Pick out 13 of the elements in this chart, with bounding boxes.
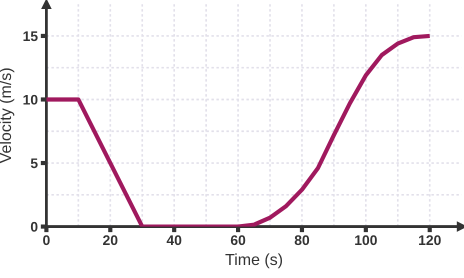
x-axis-title: Time (s): [225, 253, 282, 268]
y-tick-label: 10: [23, 94, 38, 105]
y-tick-label: 0: [30, 222, 38, 232]
x-tick-label: 40: [166, 235, 182, 246]
x-tick-label: 0: [43, 235, 50, 246]
x-tick-label: 120: [419, 235, 441, 246]
y-tick-label: 5: [30, 158, 38, 168]
x-tick-label: 60: [230, 235, 246, 246]
x-tick-label: 80: [294, 235, 310, 246]
x-tick-label: 20: [103, 235, 118, 246]
line-series: [46, 34, 432, 227]
y-tick-label: 15: [23, 31, 38, 42]
x-tick-label: 100: [355, 235, 377, 246]
